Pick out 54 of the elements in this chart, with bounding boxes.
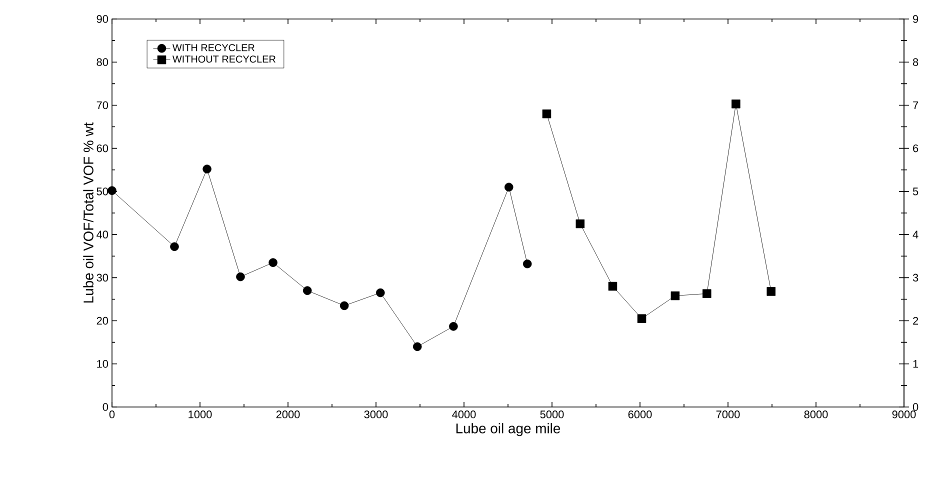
y2-tick-label: 8 (912, 58, 918, 66)
y2-tick-label: 4 (912, 230, 918, 238)
point (702, 289, 712, 298)
y-axis-title: Lube oil VOF/Total VOF % wt (83, 122, 94, 303)
legend-label: WITH RECYCLER (172, 44, 254, 52)
point (732, 100, 740, 108)
x-tick-label: 4000 (452, 410, 476, 418)
point (504, 182, 514, 192)
y2-tick-label: 0 (912, 403, 918, 411)
point (170, 242, 179, 252)
point (268, 258, 278, 267)
point (576, 219, 585, 228)
x-tick-label: 1000 (188, 410, 212, 418)
y-tick-label: 30 (96, 274, 108, 282)
x-tick-label: 5000 (540, 410, 564, 418)
point (449, 322, 458, 331)
point (766, 287, 776, 296)
point (542, 109, 552, 118)
y-tick-label: 70 (96, 101, 108, 110)
point (202, 164, 212, 174)
point (522, 259, 532, 268)
y2-tick-label: 6 (913, 144, 918, 152)
y-tick-label: 40 (96, 230, 108, 238)
point (412, 342, 422, 352)
x-tick-label: 2000 (276, 410, 300, 418)
y-tick-label: 0 (102, 403, 108, 411)
x-tick-label: 7000 (716, 410, 740, 418)
y-tick-label: 20 (96, 316, 108, 325)
x-axis-title: Lube oil age mile (456, 423, 560, 436)
point (608, 282, 618, 291)
y2-tick-label: 2 (913, 316, 918, 325)
x-tick-label: 8000 (804, 410, 828, 418)
point (376, 288, 385, 298)
y2-tick-label: 9 (913, 15, 918, 23)
x-tick-label: 9000 (892, 410, 916, 418)
point (340, 301, 349, 310)
y-tick-label: 60 (96, 144, 108, 152)
point (302, 286, 312, 295)
y2-tick-label: 5 (912, 188, 918, 196)
x-tick-label: 0 (109, 410, 115, 418)
y-tick-label: 10 (97, 360, 108, 368)
y2-tick-label: 1 (913, 360, 918, 368)
point (670, 291, 680, 300)
point (236, 272, 245, 282)
y-tick-label: 50 (96, 188, 108, 196)
point (108, 186, 116, 195)
legend-label: WITHOUT RECYCLER (172, 56, 276, 63)
y2-tick-label: 7 (913, 101, 918, 109)
y-tick-label: 80 (96, 58, 108, 66)
x-tick-label: 6000 (628, 410, 652, 418)
y-tick-label: 90 (96, 15, 108, 23)
y2-tick-label: 3 (912, 274, 918, 282)
point (637, 314, 646, 324)
x-tick-label: 3000 (364, 410, 388, 418)
